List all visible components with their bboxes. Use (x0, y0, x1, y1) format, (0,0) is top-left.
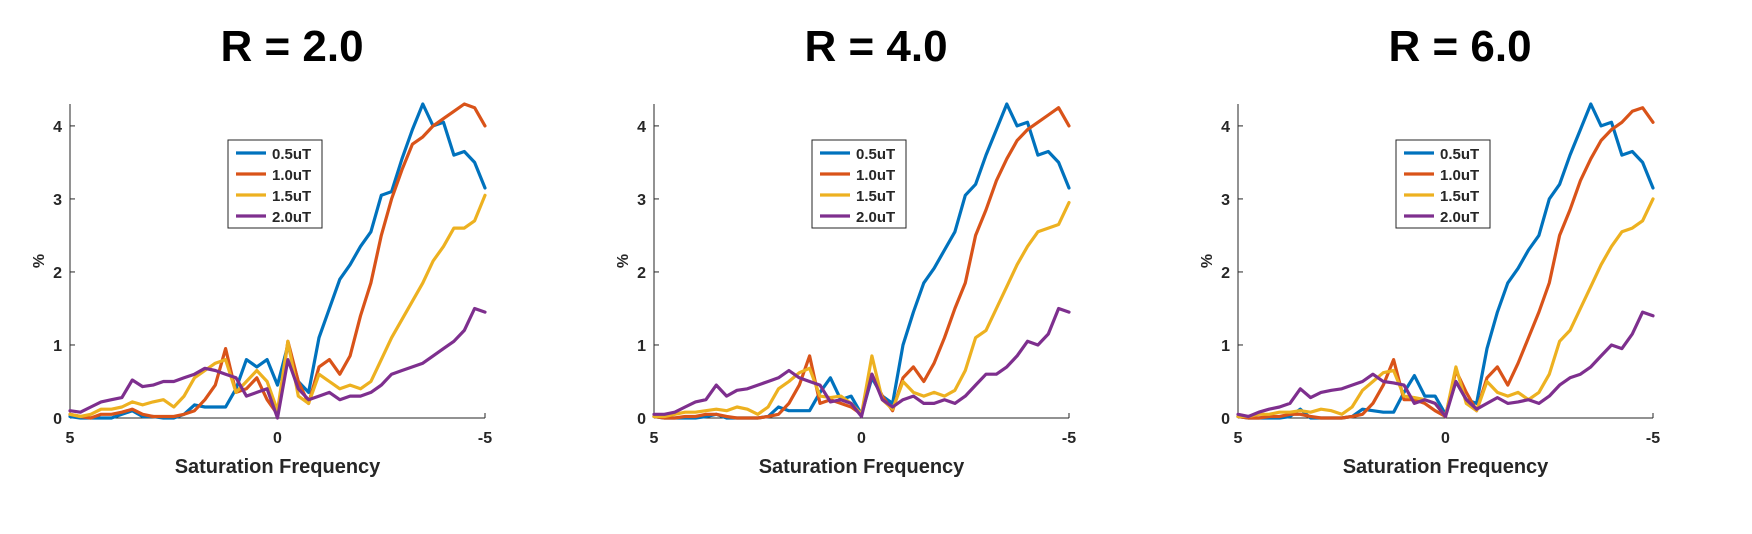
y-axis-label: % (615, 254, 632, 268)
y-tick-label: 3 (53, 192, 62, 209)
x-tick-label: 5 (1234, 430, 1243, 447)
y-tick-label: 4 (637, 119, 646, 136)
y-tick-label: 3 (637, 192, 646, 209)
legend-label: 1.0uT (1440, 167, 1479, 184)
x-axis-label: Saturation Frequency (759, 456, 965, 478)
legend-label: 2.0uT (1440, 209, 1479, 226)
legend-label: 0.5uT (1440, 146, 1479, 163)
chart-title: R = 4.0 (804, 22, 948, 71)
legend-label: 2.0uT (856, 209, 895, 226)
series-line-1-5uT (1236, 197, 1655, 419)
x-tick-label: -5 (1646, 430, 1660, 447)
x-tick-label: 5 (66, 430, 75, 447)
x-axis-label: Saturation Frequency (1343, 456, 1549, 478)
legend-box (227, 139, 323, 229)
legend-label: 1.5uT (1440, 188, 1479, 205)
legend-label: 2.0uT (272, 209, 311, 226)
y-tick-label: 2 (53, 265, 62, 282)
y-tick-label: 0 (1221, 411, 1230, 428)
series-line-2-0uT (1236, 310, 1655, 419)
series-line-0-5uT (68, 102, 487, 420)
chart-panel-r6: R = 6.0 0 1 2 3 4 5 0 -5 Saturation Frequency% 0.… (1168, 0, 1752, 534)
y-tick-label: 3 (1221, 192, 1230, 209)
legend-label: 1.0uT (272, 167, 311, 184)
y-tick-label: 4 (1221, 119, 1230, 136)
x-tick-label: 0 (1441, 430, 1450, 447)
x-axis-label: Saturation Frequency (175, 456, 381, 478)
series-line-2-0uT (68, 306, 487, 420)
chart-title: R = 6.0 (1388, 22, 1532, 71)
legend-label: 1.0uT (856, 167, 895, 184)
y-tick-label: 0 (637, 411, 646, 428)
x-tick-label: 0 (857, 430, 866, 447)
legend-box (1395, 139, 1491, 229)
y-tick-label: 1 (53, 338, 62, 355)
y-tick-label: 2 (1221, 265, 1230, 282)
y-tick-label: 1 (637, 338, 646, 355)
y-axis-label: % (31, 254, 48, 268)
chart-panel-r2: R = 2.0 0 1 2 3 4 5 0 -5 Saturation Frequency% 0.… (0, 0, 584, 534)
y-tick-label: 0 (53, 411, 62, 428)
x-tick-label: -5 (478, 430, 492, 447)
y-tick-label: 1 (1221, 338, 1230, 355)
x-tick-label: 5 (650, 430, 659, 447)
chart-panel-r4: R = 4.0 0 1 2 3 4 5 0 -5 Saturation Frequency% 0.… (584, 0, 1168, 534)
legend-label: 1.5uT (272, 188, 311, 205)
y-tick-label: 2 (637, 265, 646, 282)
x-tick-label: -5 (1062, 430, 1076, 447)
y-axis-label: % (1199, 254, 1216, 268)
chart-title: R = 2.0 (220, 22, 364, 71)
legend-label: 0.5uT (272, 146, 311, 163)
legend-box (811, 139, 907, 229)
series-line-2-0uT (652, 306, 1071, 419)
y-tick-label: 4 (53, 119, 62, 136)
x-tick-label: 0 (273, 430, 282, 447)
legend-label: 1.5uT (856, 188, 895, 205)
legend-label: 0.5uT (856, 146, 895, 163)
